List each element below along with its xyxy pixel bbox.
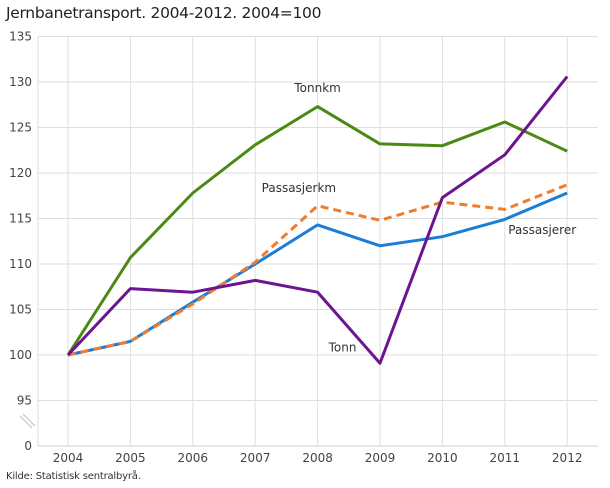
series-line-tonn (66, 75, 569, 365)
series-labels: Tonnkm Passasjerkm Passasjerer Tonn (262, 81, 577, 354)
x-tick-label: 2010 (427, 451, 458, 465)
y-tick-label: 115 (9, 212, 32, 226)
y-tick-label: 120 (9, 166, 32, 180)
x-tick-label: 2011 (490, 451, 521, 465)
x-axis: 2004 2005 2006 2007 2008 2009 2010 2011 2012 (53, 451, 583, 465)
series-line-tonnkm (66, 105, 568, 356)
x-tick-label: 2009 (365, 451, 396, 465)
y-tick-label: 135 (9, 30, 32, 44)
x-tick-label: 2008 (302, 451, 333, 465)
source-note: Kilde: Statistisk sentralbyrå. (6, 471, 141, 482)
y-tick-label: 110 (9, 257, 32, 271)
x-tick-label: 2006 (178, 451, 209, 465)
series-label-passasjerkm: Passasjerkm (262, 181, 336, 195)
y-axis: 0 95 100 105 110 115 120 125 130 135 (9, 30, 32, 454)
x-tick-label: 2007 (240, 451, 271, 465)
y-tick-label: 105 (9, 303, 32, 317)
x-tick-label: 2004 (53, 451, 84, 465)
series-line-passasjerer (67, 191, 568, 357)
series-lines (66, 75, 569, 365)
x-tick-label: 2005 (115, 451, 146, 465)
gridlines (37, 36, 598, 447)
y-tick-label: 125 (9, 121, 32, 135)
series-label-passasjerer: Passasjerer (508, 223, 576, 237)
series-label-tonnkm: Tonnkm (293, 81, 340, 95)
x-tick-label: 2012 (552, 451, 583, 465)
axis-break-icon (19, 413, 36, 429)
chart-title: Jernbanetransport. 2004-2012. 2004=100 (6, 4, 322, 22)
y-tick-label: 95 (17, 394, 32, 408)
y-tick-label: 0 (24, 439, 32, 453)
series-label-tonn: Tonn (328, 340, 357, 354)
y-tick-label: 130 (9, 75, 32, 89)
y-tick-label: 100 (9, 348, 32, 362)
